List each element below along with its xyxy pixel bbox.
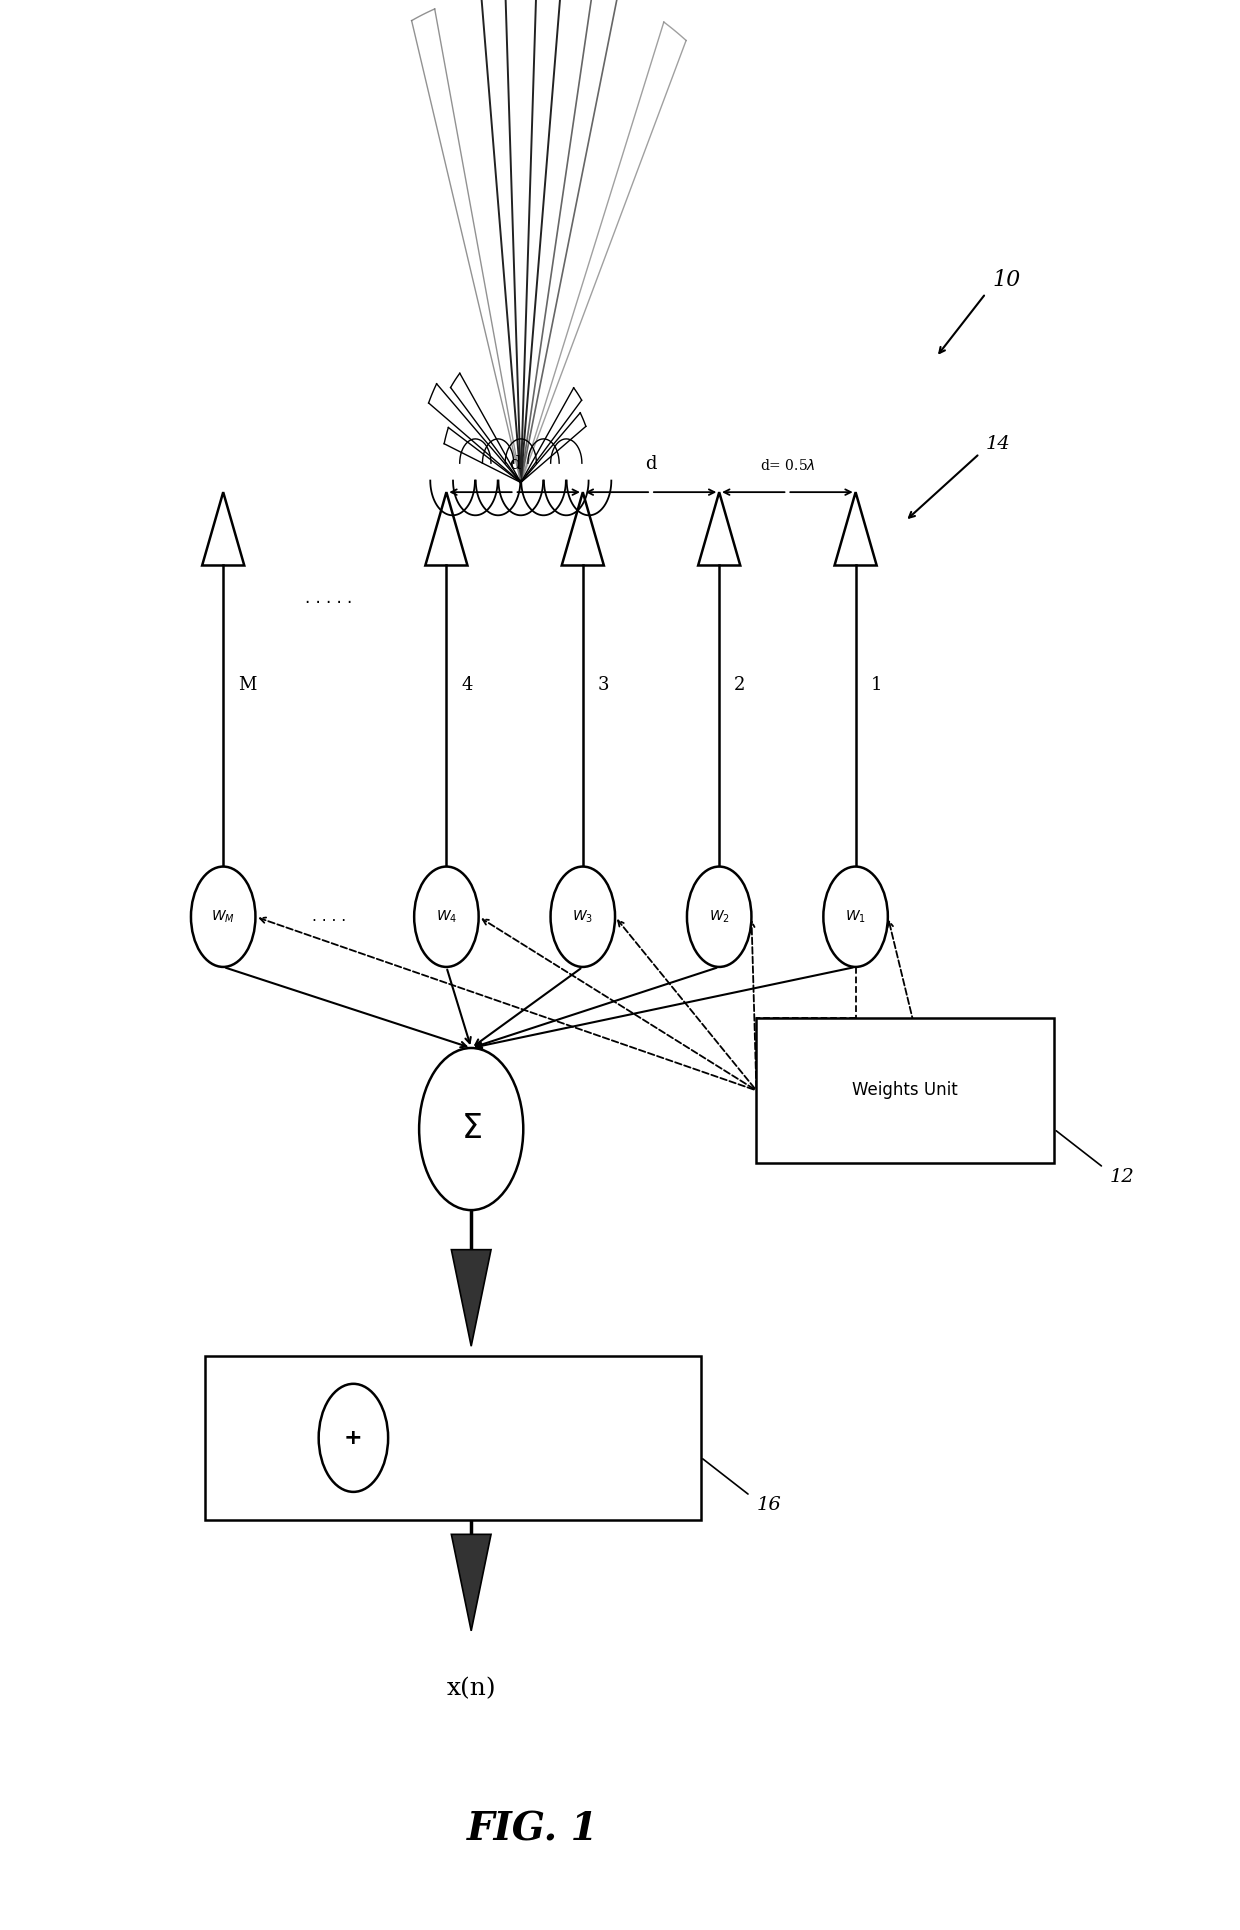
Text: +: + [343, 1428, 363, 1448]
Text: 3: 3 [598, 676, 609, 695]
Circle shape [687, 867, 751, 967]
Circle shape [823, 867, 888, 967]
Text: d= 0.5$\lambda$: d= 0.5$\lambda$ [760, 457, 815, 473]
Text: . . . .: . . . . [311, 909, 346, 924]
Circle shape [419, 1048, 523, 1210]
Circle shape [414, 867, 479, 967]
Polygon shape [451, 1534, 491, 1631]
Text: 10: 10 [992, 268, 1021, 291]
Text: $\Sigma$: $\Sigma$ [461, 1114, 481, 1144]
Text: 4: 4 [461, 676, 472, 695]
Text: Receiver: Receiver [413, 1428, 491, 1448]
Text: M: M [238, 676, 257, 695]
Text: Weights Unit: Weights Unit [852, 1081, 959, 1100]
Text: d: d [508, 455, 521, 473]
Text: FIG. 1: FIG. 1 [467, 1810, 599, 1849]
Text: x(n): x(n) [446, 1677, 496, 1700]
Circle shape [191, 867, 255, 967]
Text: $W_{3}$: $W_{3}$ [572, 909, 594, 924]
Text: 16: 16 [756, 1496, 781, 1515]
Text: d: d [645, 455, 657, 473]
Text: 1: 1 [870, 676, 882, 695]
Text: v(t): v(t) [215, 1390, 243, 1407]
Text: 12: 12 [1110, 1168, 1135, 1187]
Text: . . . . .: . . . . . [305, 589, 352, 608]
Text: $W_{1}$: $W_{1}$ [846, 909, 866, 924]
Bar [756, 1019, 1054, 1162]
Bar [205, 1355, 701, 1521]
Text: $W_{M}$: $W_{M}$ [211, 909, 236, 924]
Polygon shape [451, 1251, 491, 1347]
Circle shape [319, 1384, 388, 1492]
Text: 14: 14 [986, 434, 1011, 454]
Text: $W_{2}$: $W_{2}$ [709, 909, 729, 924]
Text: 2: 2 [734, 676, 745, 695]
Circle shape [551, 867, 615, 967]
Text: $W_{4}$: $W_{4}$ [435, 909, 458, 924]
